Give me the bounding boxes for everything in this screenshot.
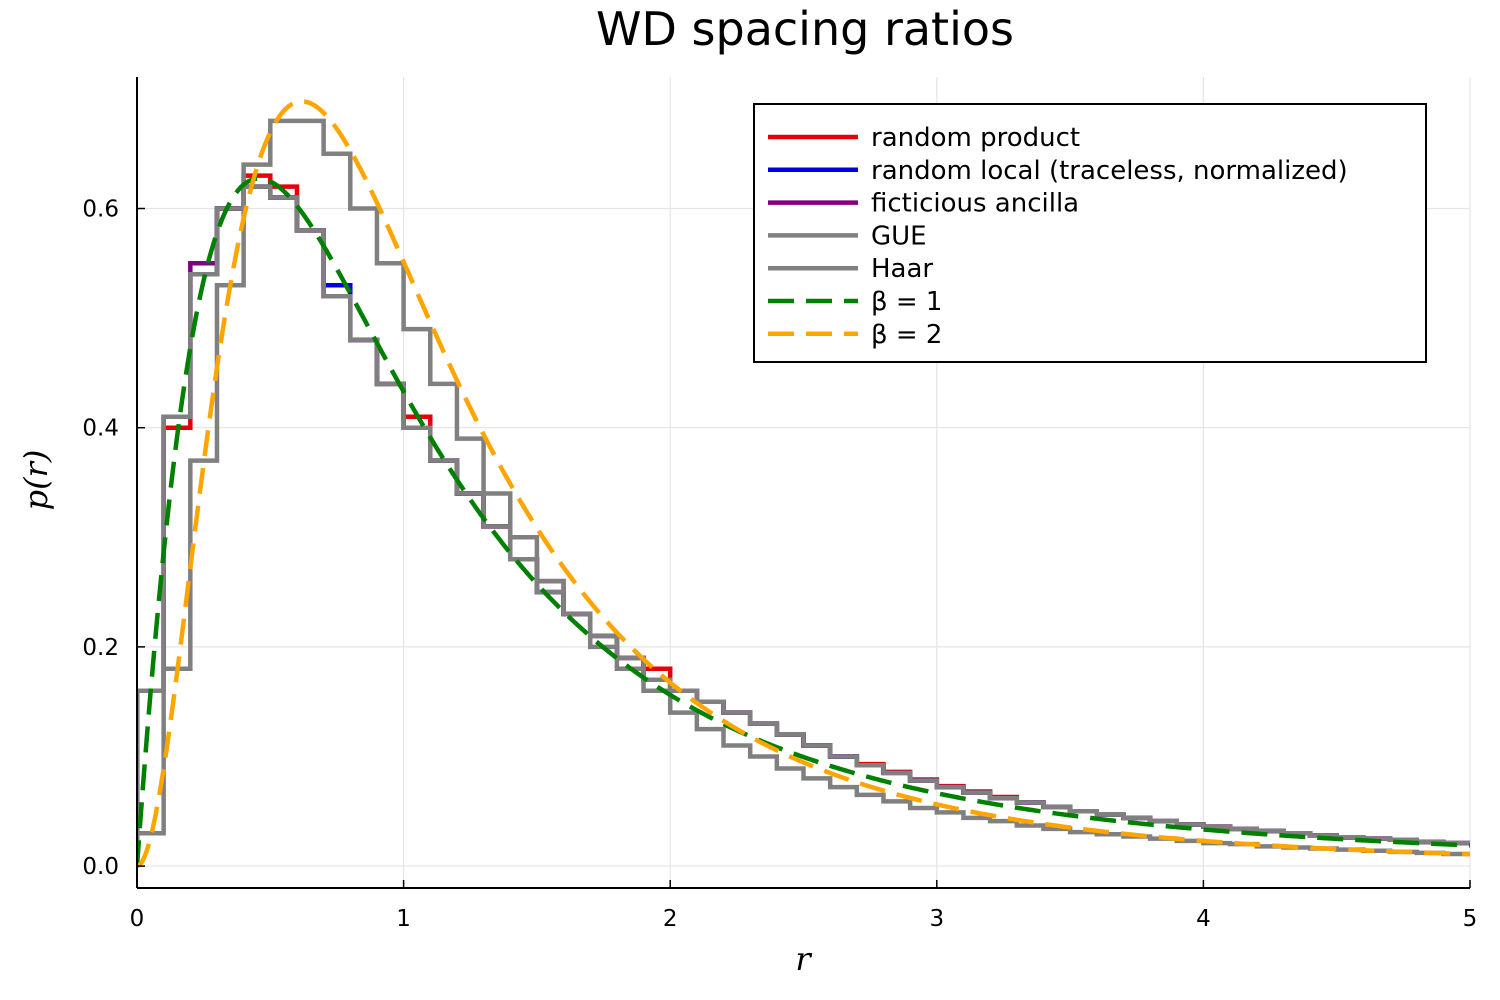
x-tick-label: 5: [1463, 906, 1478, 932]
legend-label: random product: [871, 123, 1080, 153]
x-tick-label: 1: [396, 906, 411, 932]
x-tick-label: 0: [130, 906, 145, 932]
legend-label: β = 2: [871, 320, 942, 350]
legend-label: GUE: [871, 221, 927, 251]
series-step-3: [137, 184, 1470, 867]
legend-label: ficticious ancilla: [871, 189, 1079, 219]
y-axis-label: p(r): [17, 450, 55, 511]
y-tick-label: 0.6: [82, 197, 119, 223]
x-axis-label: r: [795, 940, 812, 978]
y-tick-label: 0.4: [82, 416, 119, 442]
x-tick-label: 3: [929, 906, 944, 932]
legend-label: random local (traceless, normalized): [871, 156, 1348, 186]
y-tick-label: 0.0: [82, 854, 119, 880]
series-curve-5: [137, 176, 1470, 867]
axes: [136, 77, 1470, 889]
x-tick-label: 4: [1196, 906, 1211, 932]
y-tick-label: 0.2: [82, 635, 119, 661]
plot-area: [137, 99, 1470, 869]
chart-title: WD spacing ratios: [596, 2, 1014, 56]
series-curve-6: [137, 99, 1470, 869]
legend-label: β = 1: [871, 287, 942, 317]
legend-box: [753, 103, 1427, 363]
x-tick-label: 2: [663, 906, 678, 932]
ticks: 0 1 2 3 4 5 0.0 0.2 0.4 0.6: [82, 197, 1477, 932]
legend-label: Haar: [871, 254, 933, 284]
